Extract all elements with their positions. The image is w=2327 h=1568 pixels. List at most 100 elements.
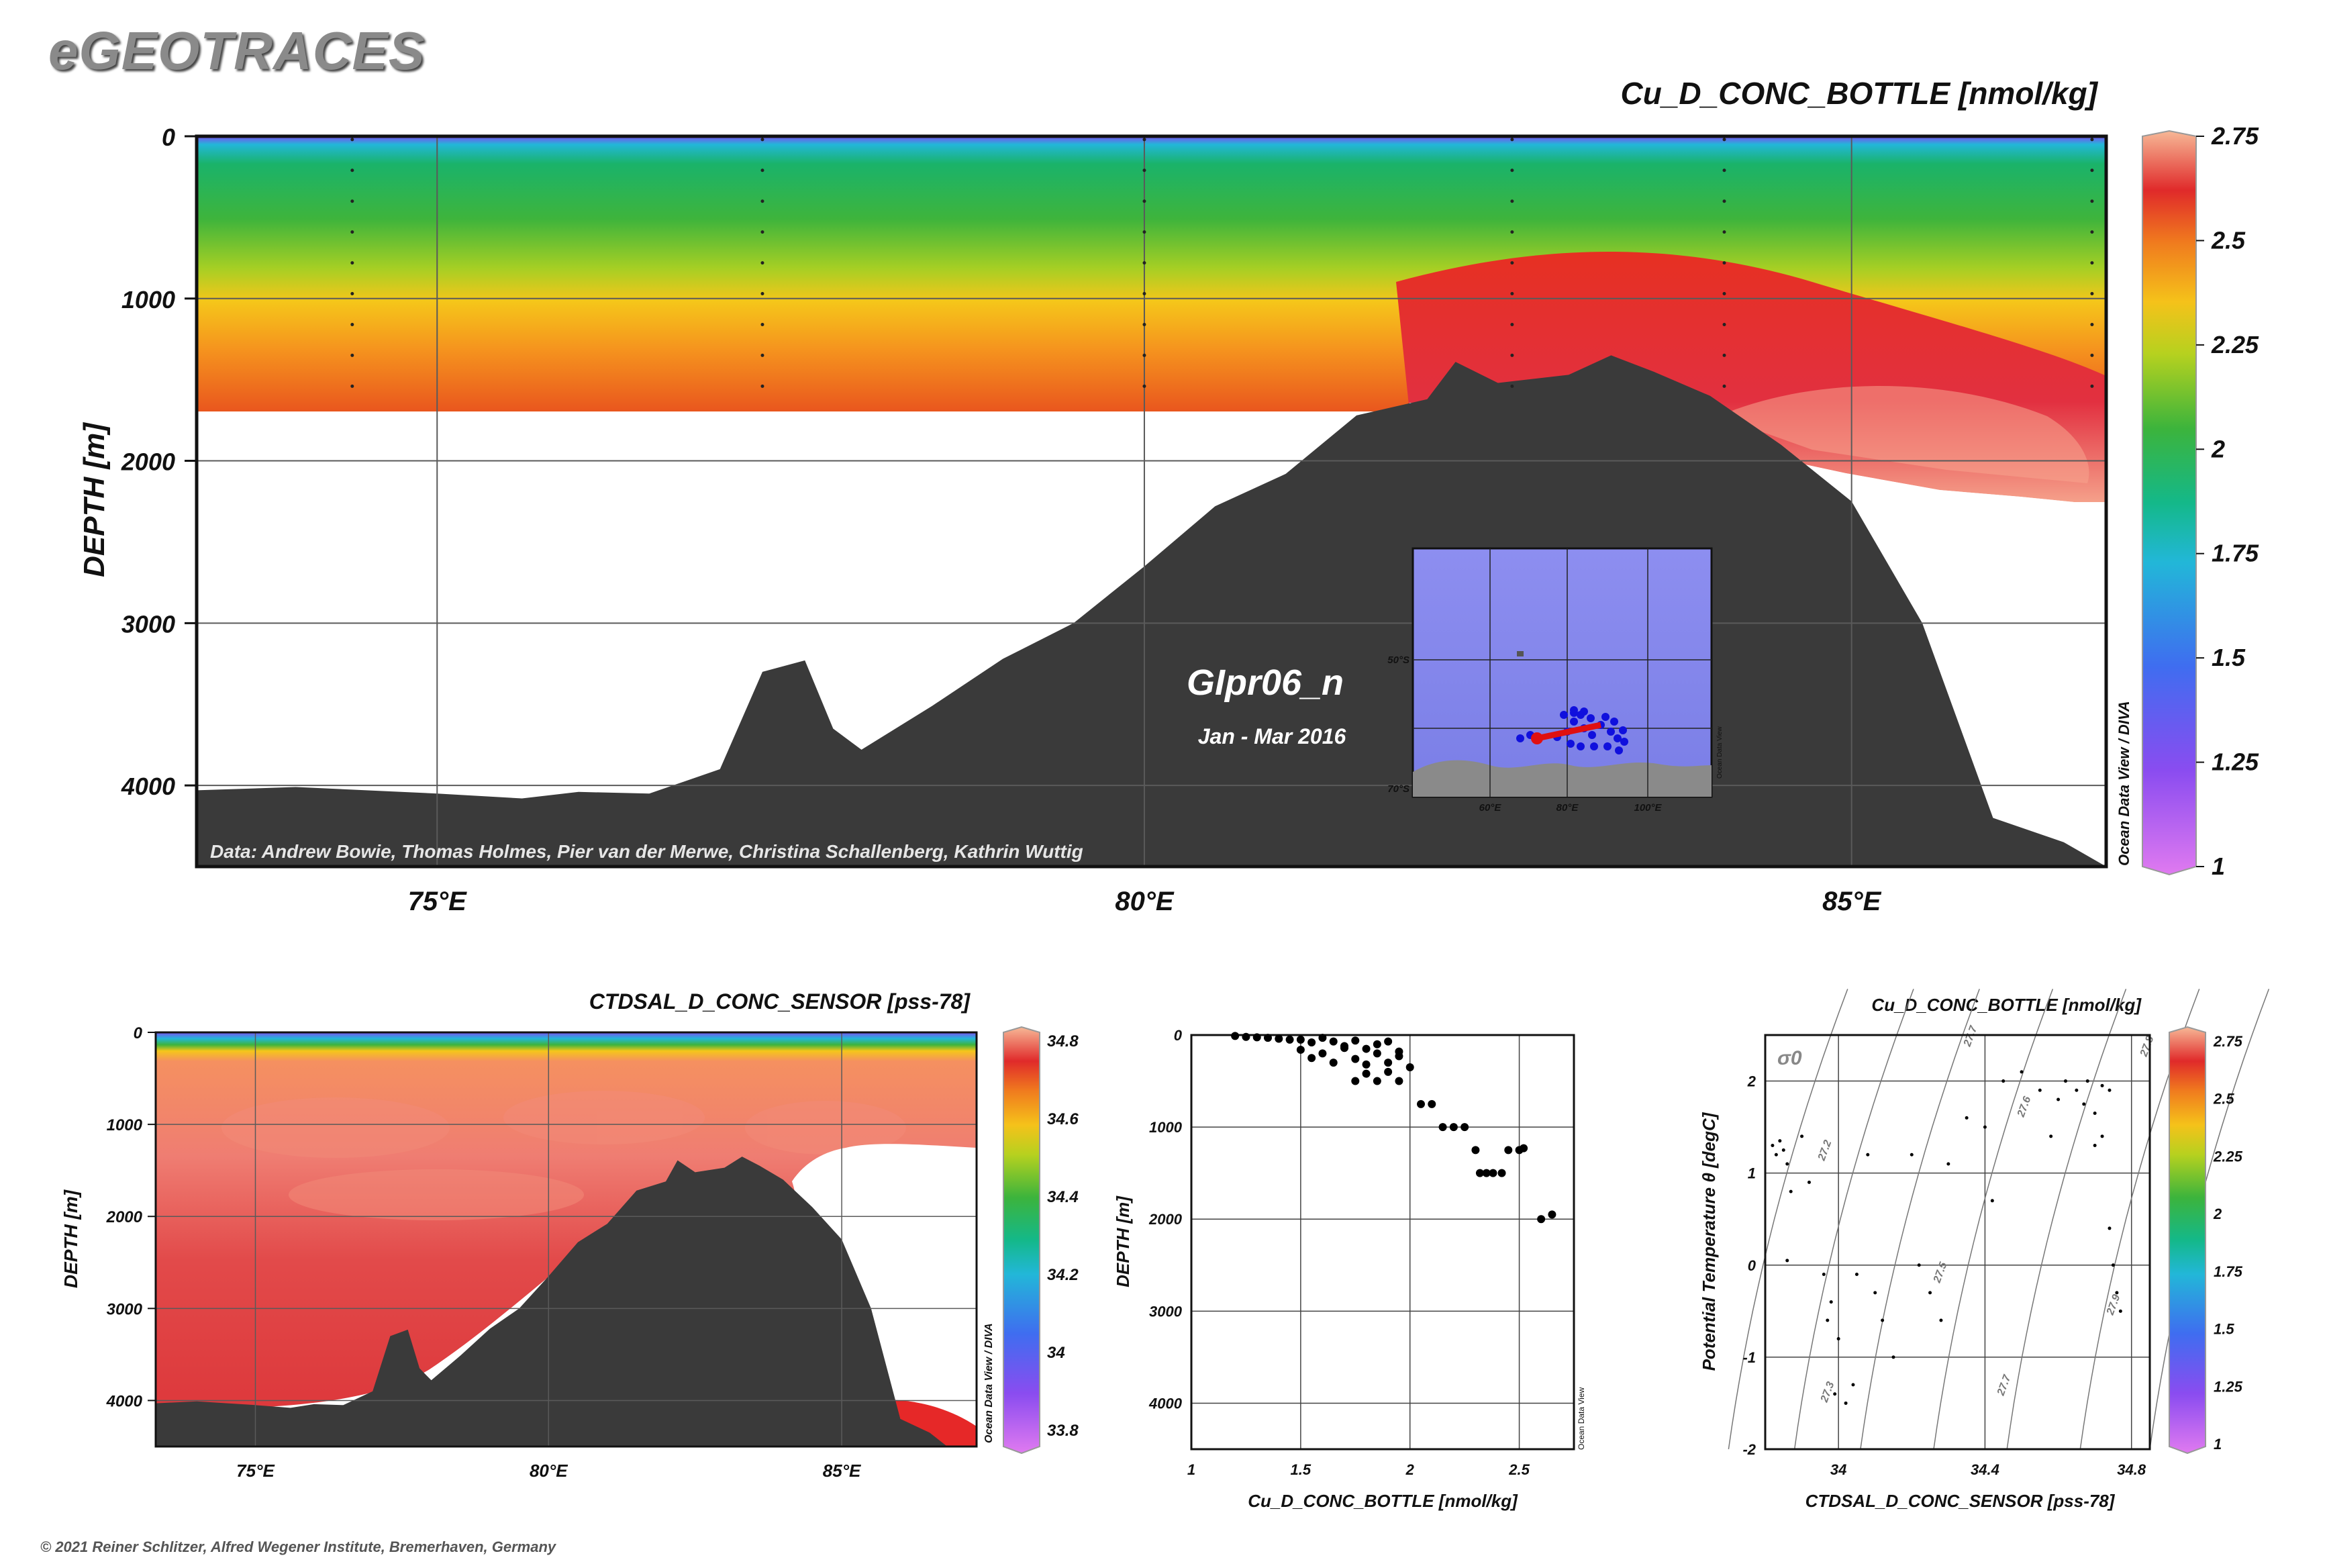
main-sample-dot — [1722, 322, 1726, 326]
profile-point — [1405, 1063, 1414, 1071]
main-sample-dot — [350, 261, 354, 265]
ts-point — [1983, 1125, 1987, 1129]
ts-isopycnal-line — [1860, 989, 1980, 1450]
ts-plot-title: Cu_D_CONC_BOTTLE [nmol/kg] — [1871, 995, 2142, 1015]
ts-point — [1778, 1139, 1782, 1143]
inset-station-dot — [1560, 711, 1568, 719]
main-odv-label: Ocean Data View / DIVA — [2116, 701, 2132, 866]
main-sample-dot — [1510, 353, 1514, 357]
main-sample-dot — [1142, 322, 1146, 326]
ts-y-tick-label: 0 — [1748, 1257, 1756, 1274]
profile-xlabel: Cu_D_CONC_BOTTLE [nmol/kg] — [1248, 1491, 1518, 1511]
main-sample-dot — [2090, 138, 2094, 142]
cu-deep-highlight — [1718, 386, 2089, 483]
ts-colorbar-tick-label: 2.75 — [2213, 1033, 2243, 1050]
inset-station-dot — [1567, 740, 1575, 748]
profile-plot: 0 1000 2000 3000 4000 1 1.5 2 2.5 Cu_D_CONC_BOT… — [1113, 1027, 1586, 1511]
ts-isopycnal-line — [2149, 989, 2270, 1450]
main-ylabel: DEPTH [m] — [78, 422, 111, 577]
profile-x-tick-label: 1 — [1187, 1461, 1195, 1478]
main-section-plot: Cu_D_CONC_BOTTLE [nmol/kg] DEPTH [m] 010… — [78, 76, 2259, 916]
main-sample-dot — [1510, 384, 1514, 388]
main-sample-dot — [2090, 322, 2094, 326]
inset-lat-50s: 50°S — [1387, 654, 1409, 666]
cruise-dates: Jan - Mar 2016 — [1198, 724, 1346, 748]
ts-point — [2100, 1083, 2104, 1087]
main-sample-dot — [760, 230, 764, 234]
ts-point — [2111, 1263, 2115, 1267]
ts-point — [1833, 1392, 1837, 1396]
sal-y-tick-label: 2000 — [106, 1208, 143, 1226]
ts-point — [1873, 1291, 1877, 1295]
ts-colorbar-tick-label: 2.25 — [2213, 1148, 2243, 1165]
profile-point — [1362, 1044, 1371, 1053]
profile-plot-frame — [1190, 1034, 1575, 1451]
ts-colorbar — [2169, 1026, 2206, 1455]
ts-point — [1785, 1259, 1789, 1263]
ts-isopycnal-label: 27.7 — [1961, 1024, 1979, 1048]
ts-point — [1785, 1162, 1789, 1166]
main-sample-dot — [1142, 353, 1146, 357]
main-x-ticks: 75°E 80°E 85°E — [408, 887, 1882, 916]
main-data-credit: Data: Andrew Bowie, Thomas Holmes, Pier … — [210, 841, 1083, 862]
main-sample-dot — [1510, 138, 1514, 142]
sal-x-tick-label: 80°E — [530, 1461, 568, 1481]
inset-station-dot — [1607, 728, 1615, 736]
ts-point — [1990, 1199, 1994, 1203]
sal-grid — [156, 1032, 977, 1447]
main-colorbar-tick-label: 2.5 — [2211, 226, 2246, 254]
profile-point — [1340, 1044, 1348, 1052]
inset-lon-80e: 80°E — [1556, 802, 1579, 814]
profile-x-ticks: 1 1.5 2 2.5 — [1187, 1461, 1530, 1478]
main-sample-dot — [1510, 261, 1514, 265]
ts-point — [2108, 1088, 2112, 1092]
profile-point — [1438, 1123, 1447, 1132]
profile-point — [1384, 1059, 1393, 1067]
main-sample-dot — [1722, 384, 1726, 388]
ts-ylabel: Potential Temperature θ [degC] — [1699, 1112, 1719, 1371]
main-sample-dot — [760, 384, 764, 388]
ts-point — [2063, 1079, 2067, 1083]
ts-point — [1822, 1272, 1826, 1276]
main-sample-dot — [1142, 292, 1146, 296]
main-sample-dot — [1142, 261, 1146, 265]
inset-station-dot — [1614, 734, 1622, 742]
main-sample-dot — [1142, 199, 1146, 203]
profile-ylabel: DEPTH [m] — [1113, 1195, 1133, 1287]
main-sample-dot — [760, 353, 764, 357]
main-sample-dot — [350, 322, 354, 326]
ts-point — [2001, 1079, 2006, 1083]
main-y-tick-label: 2000 — [121, 448, 175, 476]
profile-point — [1285, 1035, 1294, 1044]
main-sample-dot — [760, 138, 764, 142]
inset-section-line — [1536, 722, 1601, 742]
sal-colorbar-tick-label: 34 — [1047, 1344, 1065, 1362]
egeotraces-logo: eGEOTRACES — [48, 21, 426, 81]
sal-colorbar-tick-label: 34.2 — [1047, 1266, 1079, 1284]
inset-map-kerguelen — [1517, 651, 1524, 656]
profile-point — [1482, 1169, 1491, 1177]
main-y-tick-label: 0 — [162, 124, 175, 151]
profile-point — [1351, 1055, 1360, 1063]
main-sample-dot — [350, 230, 354, 234]
profile-point — [1318, 1049, 1327, 1058]
ts-point — [1854, 1272, 1859, 1276]
ts-x-tick-label: 34.8 — [2117, 1461, 2146, 1478]
ts-point — [2075, 1088, 2079, 1092]
profile-point — [1537, 1215, 1546, 1224]
sal-ylabel: DEPTH [m] — [60, 1189, 81, 1288]
profile-point — [1242, 1032, 1250, 1041]
inset-map-antarctica — [1413, 760, 1712, 797]
profile-point — [1497, 1169, 1506, 1177]
salinity-section-plot: CTDSAL_D_CONC_SENSOR [pss-78] DEPTH [m] … — [60, 989, 1079, 1481]
ts-isopycnal-label: 27.3 — [1818, 1380, 1836, 1404]
profile-point — [1475, 1169, 1484, 1177]
sal-y-tick-label: 0 — [134, 1024, 143, 1042]
profile-point — [1351, 1077, 1360, 1085]
main-sample-dot — [2090, 168, 2094, 173]
ts-point — [1844, 1401, 1848, 1405]
ts-colorbar-tick-label: 1 — [2214, 1436, 2222, 1453]
profile-point — [1351, 1036, 1360, 1045]
ts-points — [1771, 1070, 2122, 1405]
sal-y-tick-label: 3000 — [107, 1300, 143, 1318]
